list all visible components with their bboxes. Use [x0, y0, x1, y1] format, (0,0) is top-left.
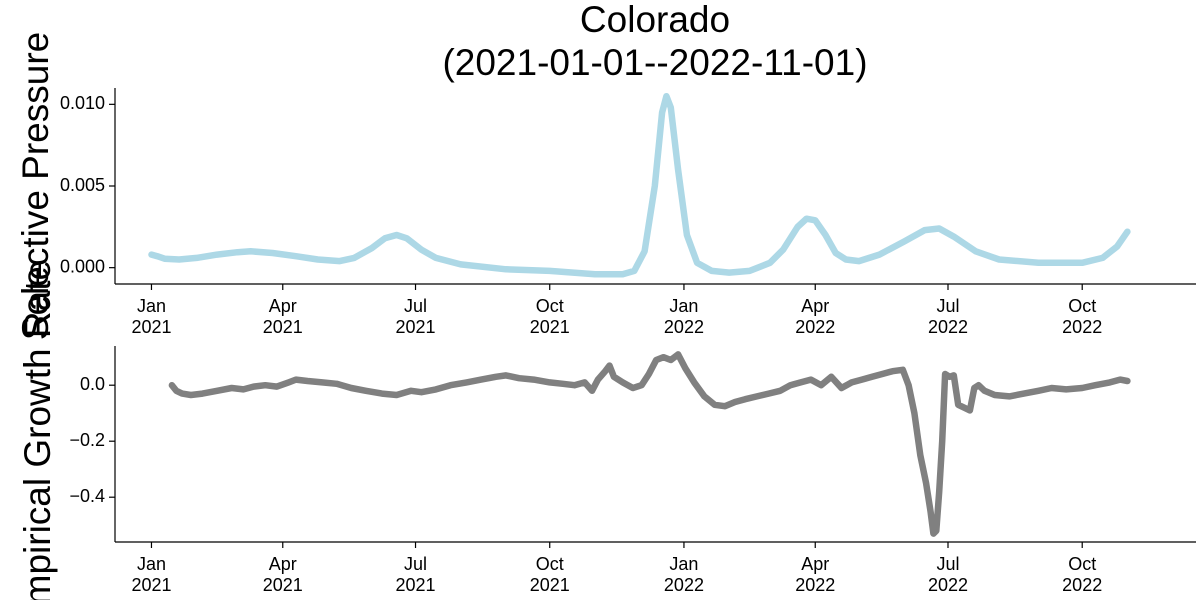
bottom-x-tick-label-line: 2021: [263, 575, 303, 595]
top-y-tick-label: 0.005: [60, 175, 105, 195]
bottom-x-tick-label-line: Oct: [1068, 554, 1096, 574]
top-x-tick-label-line: 2021: [395, 317, 435, 337]
top-series-line: [148, 92, 1131, 278]
top-x-tick-label: Apr 2021: [263, 296, 303, 337]
top-x-tick-label: Jan 2022: [664, 296, 704, 337]
bottom-y-tick-label: 0.0: [80, 374, 105, 394]
bottom-x-tick-label-line: Jan: [137, 554, 166, 574]
bottom-x-tick-label-line: Apr: [801, 554, 829, 574]
bottom-x-tick-label-line: 2021: [131, 575, 171, 595]
chart-title-line: (2021-01-01--2022-11-01): [442, 42, 867, 83]
top-y-tick-label: 0.010: [60, 93, 105, 113]
bottom-y-tick-label: −0.4: [69, 486, 105, 506]
top-y-tick-label: 0.000: [60, 256, 105, 276]
bottom-x-tick-label: Jan 2022: [664, 554, 704, 595]
top-x-tick-label-line: 2022: [795, 317, 835, 337]
bottom-x-tick-label-line: Oct: [536, 554, 564, 574]
bottom-y-axis-label: Empirical Growth Rate: [17, 260, 58, 600]
chart-title-line: Colorado: [580, 0, 730, 40]
bottom-x-tick-label: Oct 2021: [530, 554, 570, 595]
bottom-series-group: [168, 351, 1131, 537]
bottom-x-tick-label-line: 2022: [664, 575, 704, 595]
top-x-tick-label: Oct 2021: [530, 296, 570, 337]
top-x-tick-label-line: Oct: [1068, 296, 1096, 316]
top-x-tick-label-line: 2022: [928, 317, 968, 337]
top-x-tick-label: Jan 2021: [131, 296, 171, 337]
bottom-x-tick-label: Apr 2021: [263, 554, 303, 595]
bottom-x-tick-label-line: Jan: [669, 554, 698, 574]
bottom-x-tick-label-line: 2021: [530, 575, 570, 595]
bottom-series-line: [168, 351, 1131, 537]
top-y-axis-label: Selective Pressure: [15, 32, 56, 340]
top-x-tick-label-line: 2021: [131, 317, 171, 337]
top-x-tick-label-line: 2021: [263, 317, 303, 337]
top-x-tick-label: Oct 2022: [1062, 296, 1102, 337]
top-x-tick-label: Jul 2021: [395, 296, 435, 337]
bottom-x-tick-label-line: Apr: [269, 554, 297, 574]
bottom-x-tick-label-line: Jul: [936, 554, 959, 574]
top-x-tick-label-line: Jul: [404, 296, 427, 316]
top-x-tick-label-line: 2022: [1062, 317, 1102, 337]
bottom-x-tick-label-line: 2022: [795, 575, 835, 595]
top-x-tick-label-line: Jan: [137, 296, 166, 316]
top-x-tick-label-line: 2022: [664, 317, 704, 337]
top-x-tick-label-line: Apr: [801, 296, 829, 316]
bottom-x-tick-label: Jul 2022: [928, 554, 968, 595]
top-x-tick-label-line: Oct: [536, 296, 564, 316]
bottom-x-tick-label: Apr 2022: [795, 554, 835, 595]
top-x-tick-label-line: 2021: [530, 317, 570, 337]
top-series-group: [148, 92, 1131, 278]
top-x-tick-label: Jul 2022: [928, 296, 968, 337]
bottom-x-tick-label-line: Jul: [404, 554, 427, 574]
bottom-x-tick-label: Jul 2021: [395, 554, 435, 595]
top-x-tick-label-line: Jan: [669, 296, 698, 316]
chart-title-group: Colorado (2021-01-01--2022-11-01): [442, 0, 867, 83]
bottom-x-tick-label-line: 2021: [395, 575, 435, 595]
top-x-tick-label: Apr 2022: [795, 296, 835, 337]
bottom-y-tick-label: −0.2: [69, 430, 105, 450]
bottom-x-tick-label-line: 2022: [928, 575, 968, 595]
bottom-x-tick-label: Jan 2021: [131, 554, 171, 595]
bottom-x-tick-label: Oct 2022: [1062, 554, 1102, 595]
bottom-x-tick-label-line: 2022: [1062, 575, 1102, 595]
top-x-tick-label-line: Apr: [269, 296, 297, 316]
chart-title: Colorado (2021-01-01--2022-11-01): [442, 0, 867, 83]
top-x-tick-label-line: Jul: [936, 296, 959, 316]
